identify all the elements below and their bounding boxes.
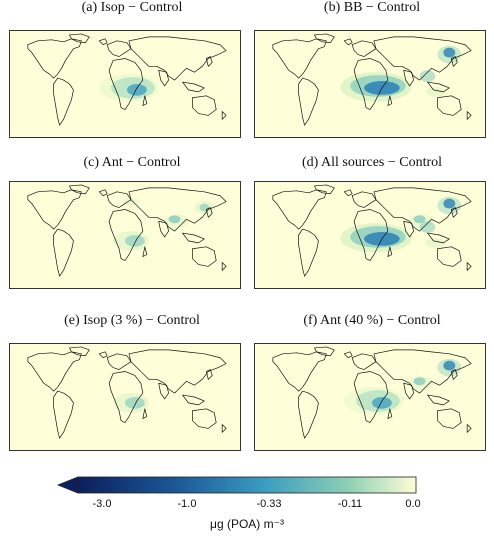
world-map-graphic	[27, 346, 227, 439]
difference-hotspot	[344, 387, 404, 415]
difference-hotspot	[419, 70, 446, 97]
panel-title-a: (a) Isop − Control	[81, 0, 183, 15]
difference-hotspot	[437, 45, 462, 64]
world-map-graphic	[272, 346, 472, 439]
colorbar-tick-label: -0.11	[337, 498, 363, 510]
difference-hotspot	[340, 72, 412, 102]
panel-title-b: (b) BB − Control	[323, 0, 421, 15]
colorbar-tick-label: -3.0	[92, 498, 112, 510]
difference-hotspot	[409, 376, 434, 391]
difference-hotspot	[437, 358, 462, 377]
difference-hotspot	[113, 393, 149, 413]
panel-title-c: (c) Ant − Control	[83, 155, 181, 170]
coastlines	[272, 33, 472, 126]
difference-hotspot	[437, 196, 462, 215]
coastlines	[272, 184, 472, 277]
colorbar-extend-arrow	[56, 476, 79, 494]
coastlines	[272, 346, 472, 439]
map-c	[9, 181, 241, 289]
difference-hotspot	[340, 223, 412, 253]
colorbar-tick-label: -1.0	[177, 498, 197, 510]
difference-hotspot	[194, 200, 215, 215]
map-a	[9, 30, 241, 138]
coastlines	[27, 346, 227, 439]
map-f	[254, 343, 486, 451]
colorbar-tick-label: 0.0	[405, 498, 421, 510]
panel-title-d: (d) All sources − Control	[301, 155, 443, 170]
map-b	[254, 30, 486, 138]
difference-hotspot	[113, 231, 149, 251]
panel-title-e: (e) Isop (3 %) − Control	[64, 313, 200, 328]
colorbar-graphic	[56, 476, 417, 494]
world-map-graphic	[272, 184, 472, 277]
map-d	[254, 181, 486, 289]
panel-title-f: (f) Ant (40 %) − Control	[303, 313, 441, 328]
difference-hotspot	[419, 221, 446, 248]
world-map-graphic	[272, 33, 472, 126]
world-map-graphic	[27, 33, 227, 126]
colorbar-unit-label: μg (POA) m⁻³	[210, 517, 284, 531]
difference-hotspot	[164, 214, 189, 229]
coastlines	[27, 33, 227, 126]
colorbar-bar	[77, 476, 417, 494]
difference-hotspot	[99, 74, 159, 102]
map-e	[9, 343, 241, 451]
world-map-graphic	[27, 184, 227, 277]
coastlines	[27, 184, 227, 277]
colorbar-tick-label: -0.33	[256, 498, 282, 510]
